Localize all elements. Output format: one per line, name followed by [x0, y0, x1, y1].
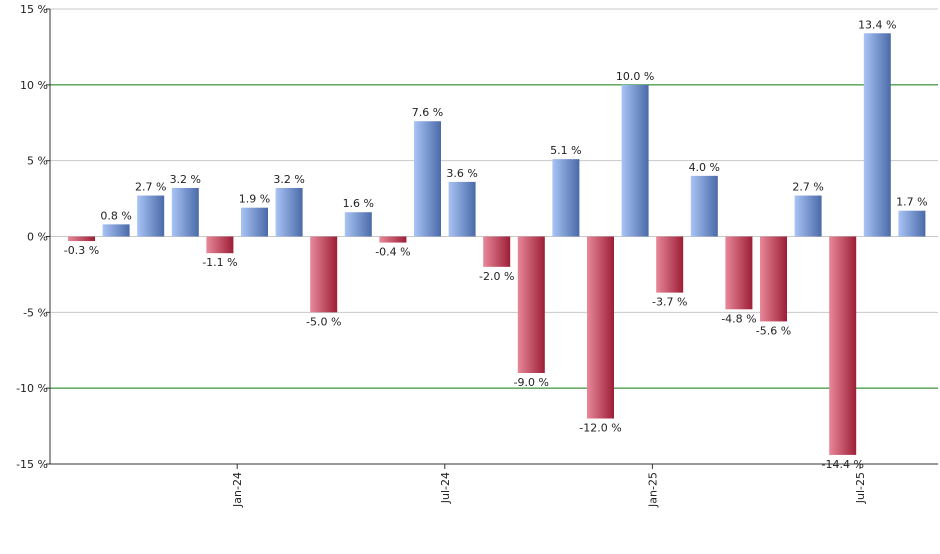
x-tick-label: Jan-24 [231, 472, 244, 508]
data-label: -9.0 % [514, 376, 549, 389]
data-label: 0.8 % [100, 209, 131, 222]
bar-dec-23 [171, 187, 199, 237]
x-tick-label: Jul-25 [854, 472, 867, 504]
bar-oct-24 [517, 236, 545, 373]
data-label: 2.7 % [792, 181, 823, 194]
data-label: -0.3 % [64, 244, 99, 257]
bar-may-25 [760, 236, 787, 322]
bar-apr-24 [310, 236, 338, 313]
y-tick-label: -10 % [16, 382, 48, 395]
bar-mar-24 [275, 187, 303, 237]
bar-dec-24 [587, 236, 614, 419]
y-tick-label: 10 % [20, 79, 48, 92]
bar-feb-24 [241, 207, 268, 237]
bar-aug-24 [448, 181, 476, 237]
y-tick-label: -15 % [16, 458, 48, 471]
data-label: 3.6 % [446, 167, 477, 180]
bar-feb-25 [656, 236, 684, 293]
bar-jun-25 [794, 195, 822, 237]
y-tick-label: 0 % [27, 231, 48, 244]
data-label: 5.1 % [550, 144, 581, 157]
bar-sep-25 [898, 210, 926, 237]
x-tick-label: Jan-25 [646, 472, 659, 508]
bar-oct-23 [102, 224, 130, 237]
data-label: 1.9 % [239, 193, 270, 206]
bar-jun-24 [379, 236, 407, 243]
bar-aug-25 [863, 33, 891, 237]
data-label: 1.6 % [343, 197, 374, 210]
bar-sep-24 [483, 236, 511, 267]
data-label: -1.1 % [202, 256, 237, 269]
data-label: 13.4 % [858, 18, 896, 31]
bar-jul-25 [829, 236, 857, 455]
bar-nov-24 [552, 159, 580, 237]
y-tick-label: -5 % [23, 306, 48, 319]
data-label: -5.0 % [306, 315, 341, 328]
bar-jul-24 [414, 121, 441, 237]
bar-apr-25 [725, 236, 753, 310]
bar-mar-25 [690, 175, 718, 237]
x-tick-label: Jul-24 [439, 472, 452, 504]
bar-jan-25 [621, 84, 649, 237]
y-tick-label: 15 % [20, 3, 48, 16]
bar-jan-24 [206, 236, 234, 254]
bar-nov-23 [137, 195, 165, 237]
data-label: 3.2 % [273, 173, 304, 186]
data-labels: -0.3 %0.8 %2.7 %3.2 %-1.1 %1.9 %3.2 %-5.… [64, 18, 928, 471]
data-label: 10.0 % [616, 70, 654, 83]
data-label: -4.8 % [721, 312, 756, 325]
data-label: -0.4 % [375, 246, 410, 259]
data-label: 3.2 % [170, 173, 201, 186]
data-label: 7.6 % [412, 106, 443, 119]
data-label: -5.6 % [756, 324, 791, 337]
x-axis-ticks: Jan-24 Jul-24 Jan-25 Jul-25 [231, 464, 867, 508]
data-label: 4.0 % [689, 161, 720, 174]
axes [49, 9, 938, 465]
bars [68, 33, 926, 455]
data-label: -3.7 % [652, 296, 687, 309]
data-label: 2.7 % [135, 181, 166, 194]
y-tick-label: 5 % [27, 155, 48, 168]
data-label: -2.0 % [479, 270, 514, 283]
data-label: 1.7 % [896, 196, 927, 209]
bar-may-24 [344, 212, 372, 237]
data-label: -12.0 % [579, 422, 621, 435]
y-axis-ticks: 15 % 10 % 5 % 0 % -5 % -10 % -15 % [16, 3, 50, 471]
bar-sep-23 [68, 236, 95, 242]
